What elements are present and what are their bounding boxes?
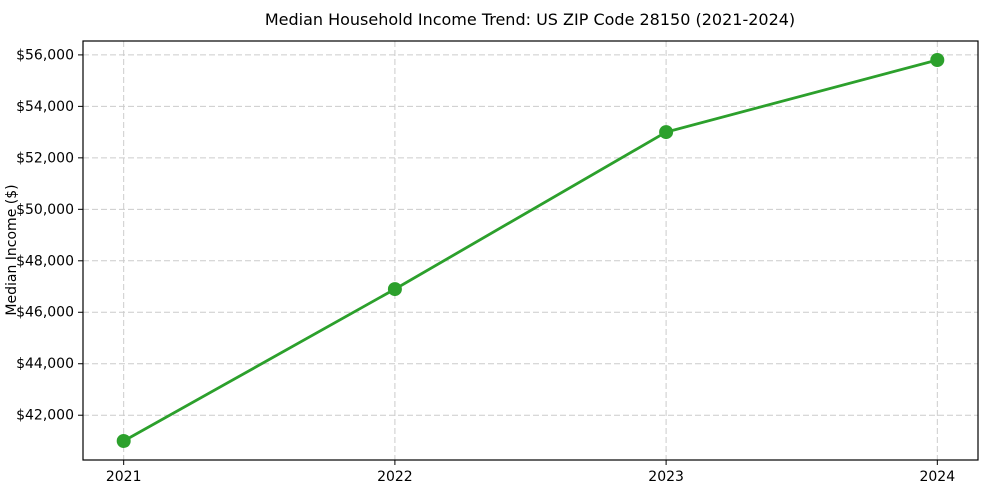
tick-labels-layer: $42,000 $44,000 $46,000 $48,000 $50,000 $52,0… — [16, 47, 955, 485]
data-point-2021 — [116, 434, 131, 448]
data-point-2023 — [659, 125, 674, 140]
x-tick-label: 2022 — [377, 469, 413, 485]
y-tick-label: $46,000 — [16, 305, 74, 321]
y-tick-label: $56,000 — [16, 47, 74, 63]
y-axis-label: Median Income ($) — [4, 184, 20, 315]
x-tick-label: 2023 — [648, 469, 684, 485]
trend-line — [122, 58, 939, 443]
y-tick-label: $54,000 — [16, 99, 74, 115]
plot-frame — [82, 40, 979, 461]
data-point-2024 — [930, 53, 945, 67]
y-tick-label: $42,000 — [16, 408, 74, 424]
y-tick-label: $44,000 — [16, 356, 74, 372]
y-tick-label: $48,000 — [16, 253, 74, 269]
x-tick-label: 2021 — [106, 469, 142, 485]
data-point-2022 — [387, 282, 402, 297]
series-layer — [116, 53, 945, 448]
x-tick-label: 2024 — [919, 469, 955, 485]
axes-layer — [78, 40, 979, 465]
y-tick-label: $52,000 — [16, 150, 74, 166]
y-tick-label: $50,000 — [16, 202, 74, 218]
gridlines-layer — [83, 41, 978, 460]
chart-title: Median Household Income Trend: US ZIP Co… — [265, 10, 795, 29]
